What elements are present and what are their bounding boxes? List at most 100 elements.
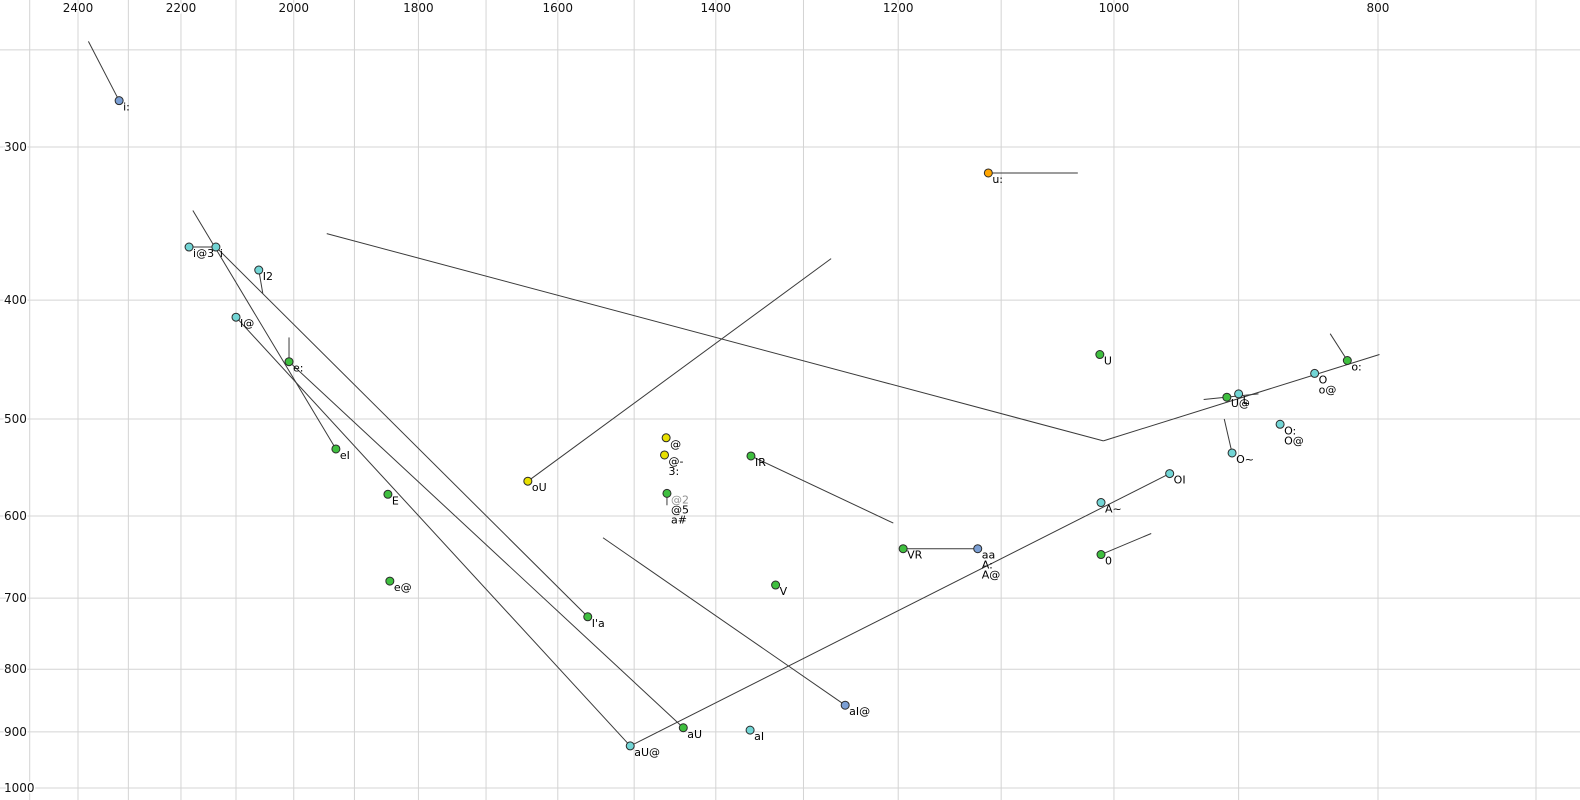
x-tick-label: 2000 bbox=[278, 1, 309, 15]
data-point-@[interactable] bbox=[661, 433, 671, 443]
data-point-O[interactable] bbox=[1310, 368, 1320, 378]
trajectory-line bbox=[288, 361, 684, 729]
point-label: VR bbox=[907, 549, 923, 562]
data-point-eI[interactable] bbox=[331, 444, 341, 454]
point-label: a# bbox=[671, 513, 687, 526]
x-tick-label: 1600 bbox=[543, 1, 574, 15]
point-label: @5 bbox=[671, 503, 689, 516]
trajectory-line bbox=[87, 41, 120, 101]
y-tick-label: 1000 bbox=[4, 781, 35, 795]
point-label: OI bbox=[1174, 474, 1186, 487]
y-tick-label: 800 bbox=[4, 662, 27, 676]
data-point-@2[interactable] bbox=[662, 488, 672, 498]
data-point-L[interactable] bbox=[1234, 389, 1244, 399]
data-point-oU[interactable] bbox=[523, 476, 533, 486]
trajectory-line bbox=[750, 455, 894, 524]
data-point-aa[interactable] bbox=[973, 544, 983, 554]
x-tick-label: 1000 bbox=[1099, 1, 1130, 15]
y-tick-label: 700 bbox=[4, 591, 27, 605]
point-label: o: bbox=[1351, 361, 1361, 374]
point-label: V bbox=[780, 585, 788, 598]
data-point-OI[interactable] bbox=[1165, 469, 1175, 479]
data-point-u:[interactable] bbox=[983, 168, 993, 178]
data-point-i[interactable] bbox=[211, 242, 221, 252]
y-tick-label: 600 bbox=[4, 509, 27, 523]
data-point-e:[interactable] bbox=[284, 357, 294, 367]
data-point-E[interactable] bbox=[383, 489, 393, 499]
data-point-0[interactable] bbox=[1096, 550, 1106, 560]
trajectory-line bbox=[1223, 418, 1233, 454]
point-label: i@3 bbox=[193, 247, 214, 260]
point-label: O bbox=[1319, 373, 1328, 386]
data-point-i@3[interactable] bbox=[184, 242, 194, 252]
point-label: U bbox=[1104, 355, 1112, 368]
point-label: 0 bbox=[1105, 555, 1112, 568]
tick-layer: 2400 2200 2000 1800 1600 1400 1200 1000 800 300 40… bbox=[3, 0, 1391, 797]
y-tick-label: 300 bbox=[4, 140, 27, 154]
x-tick-label: 800 bbox=[1367, 1, 1390, 15]
data-point-A~[interactable] bbox=[1096, 498, 1106, 508]
point-label: o@ bbox=[1319, 383, 1337, 396]
data-point-e@[interactable] bbox=[385, 576, 395, 586]
point-label: aI@ bbox=[849, 705, 870, 718]
point-label: oU bbox=[532, 481, 547, 494]
trajectory-line bbox=[215, 246, 589, 618]
data-point-I2[interactable] bbox=[254, 265, 264, 275]
point-label: A~ bbox=[1105, 503, 1122, 516]
point-label: U@ bbox=[1231, 397, 1250, 410]
point-label: i bbox=[220, 247, 223, 260]
y-tick-label: 400 bbox=[4, 293, 27, 307]
x-tick-label: 1800 bbox=[403, 1, 434, 15]
point-label: O: bbox=[1284, 424, 1296, 437]
point-label: eI bbox=[340, 449, 350, 462]
point-label: i: bbox=[123, 101, 130, 114]
point-label: aI bbox=[754, 730, 764, 743]
label-layer: i: i@3 i I2 I@ e: eI Ee@ I'a oU @ @-3: @2@5a# IR V VR aa… bbox=[123, 101, 1362, 759]
data-point-V[interactable] bbox=[771, 580, 781, 590]
trajectory-line bbox=[235, 316, 631, 747]
x-tick-label: 2400 bbox=[63, 1, 94, 15]
data-point-U[interactable] bbox=[1095, 350, 1105, 360]
point-label: IR bbox=[755, 456, 766, 469]
data-point-U@[interactable] bbox=[1222, 392, 1232, 402]
point-label: @2 bbox=[671, 493, 689, 506]
trajectory-line bbox=[602, 537, 846, 706]
trajectory-line bbox=[1103, 354, 1380, 442]
data-point-I@[interactable] bbox=[231, 312, 241, 322]
trajectory-line bbox=[527, 258, 832, 482]
data-point-i:[interactable] bbox=[114, 96, 124, 106]
trajectory-line bbox=[326, 233, 1104, 442]
point-layer bbox=[114, 96, 1352, 751]
point-label: aa bbox=[982, 549, 995, 562]
point-label: I2 bbox=[263, 270, 273, 283]
point-label: aU@ bbox=[634, 746, 660, 759]
x-tick-label: 1200 bbox=[883, 1, 914, 15]
data-point-aU[interactable] bbox=[678, 723, 688, 733]
y-tick-label: 900 bbox=[4, 725, 27, 739]
trajectory-line bbox=[1329, 333, 1348, 361]
point-label: e: bbox=[293, 362, 303, 375]
point-label: @- bbox=[669, 455, 684, 468]
point-label: 3: bbox=[669, 465, 680, 478]
x-tick-label: 2200 bbox=[166, 1, 197, 15]
data-point-aI@[interactable] bbox=[840, 700, 850, 710]
point-label: L bbox=[1243, 394, 1250, 407]
trajectory-line bbox=[1100, 533, 1152, 556]
data-point-o:[interactable] bbox=[1342, 356, 1352, 366]
point-label: e@ bbox=[394, 581, 412, 594]
point-label: I@ bbox=[240, 317, 254, 330]
data-point-aU@[interactable] bbox=[625, 741, 635, 751]
point-label: I'a bbox=[592, 617, 605, 630]
point-label: aU bbox=[687, 728, 702, 741]
data-point-IR[interactable] bbox=[746, 451, 756, 461]
data-point-I'a[interactable] bbox=[583, 612, 593, 622]
data-point-aI[interactable] bbox=[745, 725, 755, 735]
data-point-O~[interactable] bbox=[1227, 448, 1237, 458]
point-label: @ bbox=[670, 438, 681, 451]
data-point-@-[interactable] bbox=[660, 450, 670, 460]
data-point-VR[interactable] bbox=[898, 544, 908, 554]
data-point-O:[interactable] bbox=[1275, 419, 1285, 429]
